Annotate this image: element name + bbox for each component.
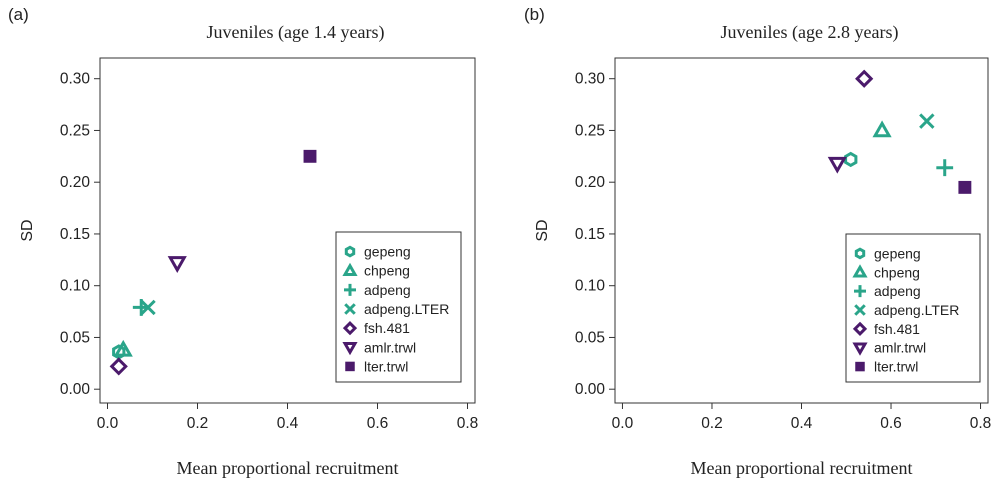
x-tick-label: 0.4 <box>791 415 813 432</box>
point-amlr-trwl <box>827 156 847 174</box>
chart-panel-b: (b) Juveniles (age 2.8 years) 0.00 0.05 0.10… <box>524 5 991 478</box>
legend-marker-adpeng <box>344 283 356 296</box>
legend-entry: chpeng <box>874 264 920 280</box>
legend-marker-adpeng-lter <box>854 304 866 316</box>
x-tick-label: 0.6 <box>880 415 902 432</box>
x-tick-label: 0.6 <box>367 415 389 432</box>
legend-marker-chpeng <box>342 262 358 276</box>
legend-entry: amlr.trwl <box>364 339 416 355</box>
panel-label: (b) <box>524 5 545 24</box>
x-tick-label: 0.8 <box>970 415 992 432</box>
y-tick-label: 0.10 <box>575 278 606 295</box>
y-axis-label: SD <box>534 219 551 241</box>
legend-marker-gepeng <box>344 245 356 258</box>
point-adpeng-lter <box>919 113 935 129</box>
y-tick-label: 0.05 <box>60 329 90 346</box>
point-chpeng <box>113 339 133 357</box>
point-fsh-481 <box>855 69 874 88</box>
point-adpeng <box>936 159 954 177</box>
y-tick-label: 0.25 <box>575 122 605 139</box>
legend-box <box>335 231 462 383</box>
chart-title: Juveniles (age 1.4 years) <box>207 22 385 43</box>
legend-entry: adpeng <box>874 283 921 299</box>
y-tick-label: 0.05 <box>575 329 605 346</box>
y-tick-label: 0.15 <box>575 226 605 243</box>
legend-entry: lter.trwl <box>364 358 408 374</box>
y-tick-label: 0.15 <box>60 226 90 243</box>
legend-entry: amlr.trwl <box>874 340 926 356</box>
point-gepeng <box>844 151 858 168</box>
x-tick-label: 0.2 <box>701 415 723 432</box>
y-axis-label: SD <box>19 219 36 241</box>
legend-marker-lter-trwl <box>855 361 865 372</box>
x-tick-label: 0.0 <box>97 415 119 432</box>
legend-marker-gepeng <box>854 247 866 260</box>
legend-entry: lter.trwl <box>874 359 918 375</box>
legend-entry: chpeng <box>364 263 410 279</box>
point-amlr-trwl <box>167 256 187 273</box>
legend-entry: adpeng.LTER <box>364 301 449 317</box>
legend-entry: fsh.481 <box>364 320 410 336</box>
legend-marker-fsh-481 <box>852 321 868 336</box>
x-tick-label: 0.4 <box>277 415 299 432</box>
point-fsh-481 <box>109 357 128 376</box>
chart-title: Juveniles (age 2.8 years) <box>721 22 899 43</box>
y-tick-label: 0.20 <box>575 174 606 191</box>
y-tick-label: 0.00 <box>60 381 91 398</box>
y-tick-label: 0.00 <box>575 381 606 398</box>
legend-entry: adpeng.LTER <box>874 302 959 318</box>
x-tick-label: 0.8 <box>457 415 479 432</box>
point-lter-trwl <box>303 149 317 163</box>
legend-box <box>845 233 981 383</box>
legend-entry: gepeng <box>364 244 411 260</box>
legend-marker-amlr-trwl <box>852 342 868 356</box>
legend-entry: adpeng <box>364 282 411 298</box>
y-tick-label: 0.25 <box>60 122 90 139</box>
x-axis-label: Mean proportional recruitment <box>177 458 399 478</box>
legend-marker-amlr-trwl <box>342 342 358 356</box>
y-tick-label: 0.30 <box>575 71 606 88</box>
legend-entry: gepeng <box>874 245 921 261</box>
y-tick-label: 0.30 <box>60 71 91 88</box>
x-tick-label: 0.0 <box>612 415 634 432</box>
point-lter-trwl <box>958 180 972 194</box>
chart-panel-a: (a) Juveniles (age 1.4 years) 0.00 0.05 0.10… <box>8 5 478 478</box>
point-adpeng-lter <box>140 299 156 316</box>
legend: gepeng chpeng adpeng adpeng.LTER fsh.481 amlr… <box>845 233 981 383</box>
x-axis-label: Mean proportional recruitment <box>691 458 913 478</box>
legend-marker-adpeng-lter <box>344 303 356 315</box>
panel-label: (a) <box>8 5 29 24</box>
point-chpeng <box>872 120 892 138</box>
legend: gepeng chpeng adpeng adpeng.LTER fsh.481 amlr… <box>335 231 462 383</box>
legend-marker-chpeng <box>852 264 868 278</box>
y-tick-label: 0.20 <box>60 174 91 191</box>
x-tick-label: 0.2 <box>187 415 209 432</box>
legend-marker-adpeng <box>854 285 866 298</box>
legend-entry: fsh.481 <box>874 321 920 337</box>
legend-marker-fsh-481 <box>342 321 358 336</box>
y-tick-label: 0.10 <box>60 278 91 295</box>
legend-marker-lter-trwl <box>345 361 355 372</box>
